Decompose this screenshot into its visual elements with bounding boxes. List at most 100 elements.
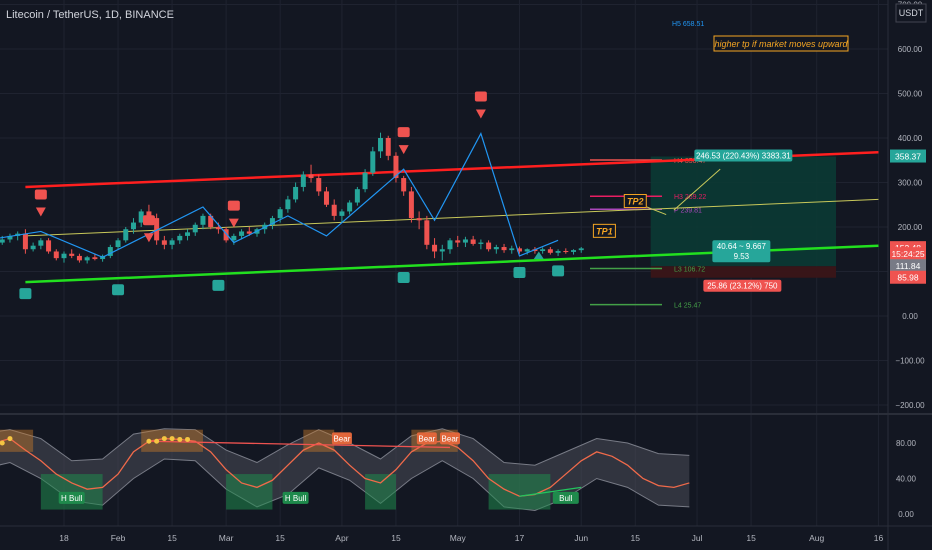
bear-zone bbox=[0, 429, 34, 452]
candle-body[interactable] bbox=[215, 227, 221, 230]
overbought-dot bbox=[161, 436, 167, 442]
candle-body[interactable] bbox=[408, 191, 414, 219]
candle-body[interactable] bbox=[447, 240, 453, 250]
candle-body[interactable] bbox=[439, 249, 445, 252]
price-tag-box bbox=[890, 247, 926, 261]
candle-body[interactable] bbox=[493, 247, 499, 250]
candle-body[interactable] bbox=[362, 172, 368, 190]
candle-body[interactable] bbox=[501, 247, 507, 251]
candle-body[interactable] bbox=[38, 240, 44, 246]
candle-body[interactable] bbox=[524, 249, 530, 252]
candle-body[interactable] bbox=[285, 199, 291, 210]
candle-body[interactable] bbox=[547, 249, 553, 253]
candle-body[interactable] bbox=[416, 218, 422, 221]
candle-body[interactable] bbox=[300, 174, 306, 187]
candle-body[interactable] bbox=[331, 204, 337, 216]
candle-body[interactable] bbox=[223, 229, 229, 241]
oscillator-line bbox=[0, 437, 690, 497]
candle-body[interactable] bbox=[393, 155, 399, 179]
candle-body[interactable] bbox=[462, 239, 468, 243]
sell-signal-badge[interactable] bbox=[142, 215, 155, 226]
time-tick-label: Apr bbox=[335, 533, 348, 543]
candle-body[interactable] bbox=[571, 250, 577, 252]
candle-body[interactable] bbox=[509, 248, 515, 251]
candle-body[interactable] bbox=[161, 240, 167, 245]
candle-body[interactable] bbox=[563, 251, 569, 253]
candle-body[interactable] bbox=[432, 244, 438, 252]
candle-body[interactable] bbox=[455, 240, 461, 243]
candle-body[interactable] bbox=[146, 211, 152, 219]
candle-body[interactable] bbox=[53, 251, 59, 259]
sell-signal-badge[interactable] bbox=[474, 91, 487, 102]
candle-body[interactable] bbox=[401, 178, 407, 192]
candle-body[interactable] bbox=[0, 239, 5, 243]
candle-body[interactable] bbox=[123, 229, 129, 241]
candle-body[interactable] bbox=[293, 186, 299, 200]
buy-signal-badge[interactable] bbox=[552, 265, 565, 277]
sell-signal-badge[interactable] bbox=[34, 189, 47, 200]
candle-body[interactable] bbox=[316, 178, 322, 192]
candle-body[interactable] bbox=[84, 257, 90, 261]
buy-signal-badge[interactable] bbox=[397, 271, 410, 283]
mid-trendline[interactable] bbox=[25, 198, 879, 237]
candle-body[interactable] bbox=[76, 255, 82, 261]
candle-body[interactable] bbox=[107, 247, 113, 256]
price-tick-label: 400.00 bbox=[898, 134, 923, 143]
candle-body[interactable] bbox=[385, 138, 391, 156]
candle-body[interactable] bbox=[347, 202, 353, 212]
candle-body[interactable] bbox=[246, 231, 252, 234]
candle-body[interactable] bbox=[154, 218, 160, 241]
candle-body[interactable] bbox=[200, 215, 206, 225]
candle-body[interactable] bbox=[7, 235, 13, 240]
candle-body[interactable] bbox=[339, 211, 345, 216]
candle-body[interactable] bbox=[323, 191, 329, 205]
candle-body[interactable] bbox=[578, 248, 584, 251]
buy-signal-badge[interactable] bbox=[112, 284, 125, 296]
candle-body[interactable] bbox=[30, 245, 36, 250]
price-pane[interactable]: H5 658.51 H4 350.47 H3 269.22 P 239.81 L3 10… bbox=[0, 21, 879, 310]
overbought-dot bbox=[185, 436, 191, 442]
candle-body[interactable] bbox=[177, 235, 183, 241]
pivot-level-label: L4 25.47 bbox=[674, 303, 701, 310]
candle-body[interactable] bbox=[138, 211, 144, 223]
sell-signal-badge[interactable] bbox=[397, 127, 410, 138]
candle-body[interactable] bbox=[239, 231, 245, 236]
candle-body[interactable] bbox=[208, 215, 214, 227]
candle-body[interactable] bbox=[555, 251, 561, 253]
candle-body[interactable] bbox=[470, 239, 476, 244]
candle-body[interactable] bbox=[231, 235, 237, 241]
buy-signal-badge[interactable] bbox=[212, 279, 225, 291]
candle-body[interactable] bbox=[185, 232, 191, 236]
time-tick-label: May bbox=[450, 533, 467, 543]
buy-signal-badge[interactable] bbox=[19, 288, 32, 300]
sell-signal-badge[interactable] bbox=[227, 200, 240, 211]
candle-body[interactable] bbox=[22, 233, 28, 250]
candle-body[interactable] bbox=[378, 138, 384, 152]
candle-body[interactable] bbox=[46, 240, 52, 252]
candle-body[interactable] bbox=[540, 249, 546, 252]
candle-body[interactable] bbox=[69, 253, 75, 256]
candle-body[interactable] bbox=[486, 242, 492, 250]
candle-body[interactable] bbox=[61, 253, 67, 259]
candle-body[interactable] bbox=[354, 189, 360, 203]
candle-body[interactable] bbox=[115, 240, 121, 248]
price-tick-label: −200.00 bbox=[895, 401, 925, 410]
candle-body[interactable] bbox=[92, 257, 98, 260]
oscillator-pane[interactable]: H Bull H Bull Bull Bear Bear Bear bbox=[0, 428, 690, 511]
candle-body[interactable] bbox=[516, 248, 522, 252]
candle-body[interactable] bbox=[277, 209, 283, 219]
candle-body[interactable] bbox=[478, 242, 484, 244]
candle-body[interactable] bbox=[308, 174, 314, 179]
candle-body[interactable] bbox=[424, 220, 430, 245]
buy-signal-badge[interactable] bbox=[513, 267, 526, 279]
currency-box[interactable] bbox=[895, 3, 927, 23]
loss-zone bbox=[650, 266, 836, 278]
candle-body[interactable] bbox=[192, 224, 198, 233]
candle-body[interactable] bbox=[169, 240, 175, 245]
divergence-line bbox=[519, 486, 582, 497]
candle-body[interactable] bbox=[130, 222, 136, 230]
profit-label-box bbox=[694, 149, 793, 162]
candle-body[interactable] bbox=[269, 218, 275, 225]
candle-body[interactable] bbox=[370, 151, 376, 173]
